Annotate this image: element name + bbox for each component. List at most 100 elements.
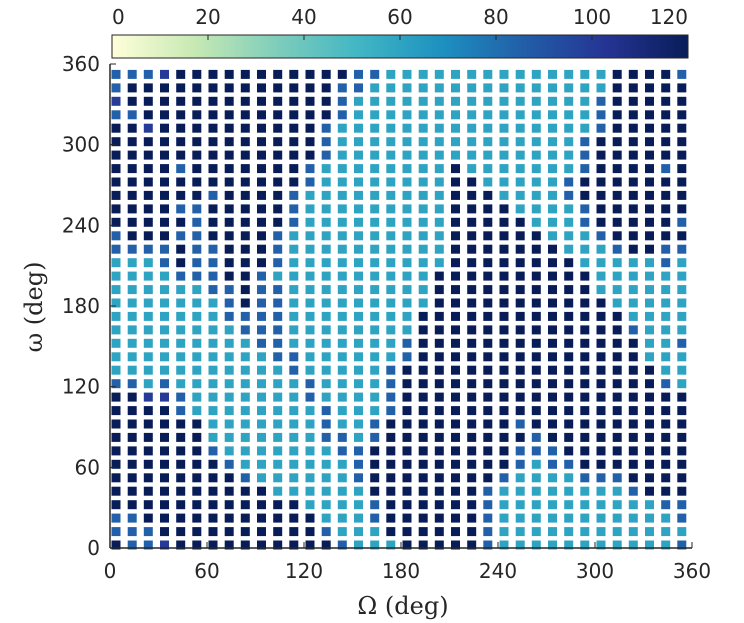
heatmap-cell	[192, 486, 202, 496]
heatmap-cell	[580, 406, 590, 416]
heatmap-cell	[548, 486, 557, 496]
heatmap-cell	[354, 258, 363, 268]
heatmap-cell	[257, 177, 266, 187]
heatmap-cell	[321, 285, 331, 295]
heatmap-cell	[321, 486, 331, 496]
heatmap-cell	[451, 446, 460, 456]
heatmap-cell	[127, 446, 137, 456]
heatmap-cell	[224, 110, 234, 120]
heatmap-cell	[337, 540, 347, 550]
heatmap-cell	[127, 473, 137, 483]
heatmap-cell	[483, 446, 493, 456]
heatmap-cell	[499, 338, 509, 348]
heatmap-cell	[370, 459, 380, 469]
heatmap-cell	[289, 352, 299, 362]
heatmap-cell	[289, 258, 299, 268]
heatmap-cell	[548, 459, 557, 469]
heatmap-cell	[661, 311, 671, 321]
x-tick-label: 300	[576, 559, 614, 583]
heatmap-cell	[224, 164, 234, 174]
heatmap-cell	[370, 123, 380, 133]
heatmap-cell	[240, 446, 250, 456]
heatmap-cell	[531, 419, 541, 429]
heatmap-cell	[483, 137, 493, 147]
heatmap-cell	[402, 298, 412, 308]
heatmap-cell	[677, 204, 687, 214]
heatmap-cell	[548, 271, 557, 281]
heatmap-cell	[402, 352, 412, 362]
heatmap-cell	[370, 527, 380, 537]
heatmap-cell	[337, 231, 347, 241]
heatmap-cell	[467, 204, 477, 214]
heatmap-cell	[273, 164, 283, 174]
heatmap-cell	[661, 338, 671, 348]
heatmap-cell	[612, 459, 622, 469]
heatmap-cell	[531, 217, 541, 227]
heatmap-cell	[192, 137, 202, 147]
heatmap-cell	[451, 244, 460, 254]
heatmap-cell	[321, 83, 331, 93]
heatmap-cell	[240, 285, 250, 295]
heatmap-cell	[628, 446, 638, 456]
heatmap-cell	[240, 150, 250, 160]
heatmap-cell	[370, 325, 380, 335]
heatmap-cell	[111, 96, 121, 106]
heatmap-cell	[127, 69, 137, 79]
heatmap-cell	[240, 392, 250, 402]
heatmap-cell	[451, 271, 460, 281]
heatmap-cell	[645, 486, 654, 496]
heatmap-cell	[402, 527, 412, 537]
heatmap-cell	[612, 527, 622, 537]
heatmap-cell	[661, 231, 671, 241]
heatmap-cell	[176, 298, 186, 308]
heatmap-cell	[548, 244, 557, 254]
y-tick-label: 360	[62, 52, 100, 76]
heatmap-cell	[515, 285, 525, 295]
heatmap-cell	[661, 392, 671, 402]
heatmap-cell	[257, 69, 266, 79]
colorbar: 0 20 40 60 80 100 120	[111, 5, 689, 59]
heatmap-cell	[321, 123, 331, 133]
heatmap-cell	[273, 271, 283, 281]
heatmap-cell	[564, 311, 574, 321]
heatmap-cell	[257, 190, 266, 200]
heatmap-cell	[257, 311, 266, 321]
heatmap-cell	[111, 446, 121, 456]
heatmap-cell	[257, 110, 266, 120]
heatmap-cell	[224, 392, 234, 402]
heatmap-cell	[515, 527, 525, 537]
heatmap-cell	[273, 338, 283, 348]
heatmap-cell	[677, 311, 687, 321]
heatmap-cell	[628, 164, 638, 174]
heatmap-cell	[531, 150, 541, 160]
heatmap-cell	[677, 69, 687, 79]
heatmap-cell	[612, 123, 622, 133]
heatmap-cell	[111, 150, 121, 160]
heatmap-cell	[548, 204, 557, 214]
heatmap-cell	[176, 83, 186, 93]
heatmap-cell	[160, 446, 169, 456]
heatmap-cell	[467, 406, 477, 416]
heatmap-cell	[564, 123, 574, 133]
heatmap-cell	[661, 352, 671, 362]
heatmap-cell	[596, 352, 606, 362]
heatmap-cell	[111, 311, 121, 321]
heatmap-cell	[515, 244, 525, 254]
heatmap-cell	[354, 204, 363, 214]
heatmap-cell	[354, 96, 363, 106]
heatmap-cell	[127, 177, 137, 187]
heatmap-cell	[127, 110, 137, 120]
heatmap-cell	[645, 244, 654, 254]
heatmap-cell	[434, 150, 444, 160]
heatmap-cell	[208, 500, 218, 510]
colorbar-tick-label: 100	[573, 5, 611, 29]
heatmap-cell	[143, 164, 153, 174]
heatmap-cell	[386, 406, 396, 416]
heatmap-cell	[580, 190, 590, 200]
heatmap-cell	[661, 298, 671, 308]
heatmap-cell	[176, 419, 186, 429]
heatmap-cell	[208, 123, 218, 133]
heatmap-cell	[337, 311, 347, 321]
heatmap-cell	[192, 459, 202, 469]
heatmap-cell	[661, 204, 671, 214]
